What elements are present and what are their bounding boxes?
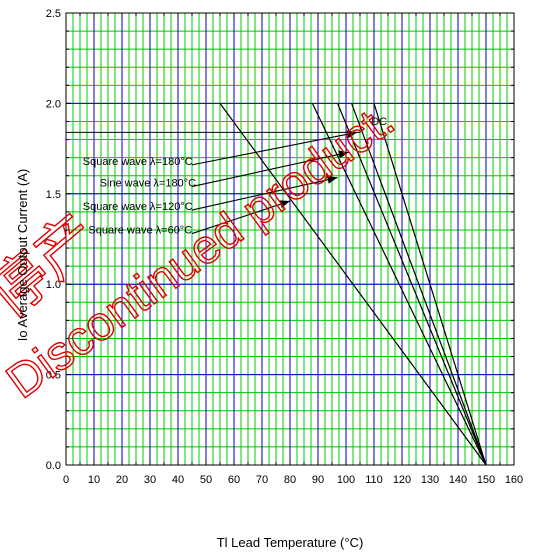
y-axis-title: Io Average Output Current (A) <box>15 169 30 341</box>
x-axis-title: Tl Lead Temperature (°C) <box>217 535 364 550</box>
series-line-2 <box>337 103 487 466</box>
arrow-line-1 <box>191 151 349 188</box>
arrow-head-3 <box>279 200 290 208</box>
y-tick-label: 1.5 <box>46 189 61 201</box>
arrow-line-0 <box>191 131 358 166</box>
annotation-label-0: DC <box>371 116 387 128</box>
arrow-line-2 <box>191 176 338 211</box>
annotation-label-2: Sine wave λ=180°C <box>100 178 196 190</box>
x-tick-label: 20 <box>116 474 128 486</box>
annotation-arrows <box>191 130 358 235</box>
x-tick-label: 100 <box>337 474 355 486</box>
y-tick-label: 0.0 <box>46 460 61 472</box>
x-tick-label: 90 <box>312 474 324 486</box>
series-line-1 <box>351 103 487 466</box>
series-line-4 <box>219 103 487 466</box>
axis-tick-labels: 0 10 20 30 40 50 60 70 80 90 100 110 120 130 140 150 160… <box>46 8 523 486</box>
x-tick-label: 160 <box>505 474 523 486</box>
series-lines <box>219 103 487 466</box>
arrow-head-1 <box>338 150 349 159</box>
x-tick-label: 80 <box>284 474 296 486</box>
axis-ticks <box>65 12 515 466</box>
watermark: 停产 Discontinued product. <box>0 92 405 409</box>
series-line-3 <box>311 103 487 466</box>
arrow-line-3 <box>191 200 291 235</box>
x-tick-label: 10 <box>88 474 100 486</box>
annotation-label-1: Square wave λ=180°C <box>83 156 193 168</box>
arrow-head-2 <box>326 175 338 184</box>
y-tick-label: 1.0 <box>46 279 61 291</box>
x-tick-label: 60 <box>228 474 240 486</box>
annotation-label-4: Square wave λ=60°C <box>88 225 192 237</box>
x-tick-label: 110 <box>365 474 383 486</box>
y-tick-label: 2.0 <box>46 98 61 110</box>
grid-major-lines <box>66 13 514 465</box>
x-tick-label: 50 <box>200 474 212 486</box>
x-tick-label: 30 <box>144 474 156 486</box>
x-tick-label: 40 <box>172 474 184 486</box>
x-tick-label: 0 <box>63 474 69 486</box>
y-tick-label: 0.5 <box>46 370 61 382</box>
x-tick-label: 130 <box>421 474 439 486</box>
x-tick-label: 150 <box>477 474 495 486</box>
y-tick-label: 2.5 <box>46 8 61 20</box>
series-line-0 <box>373 103 487 466</box>
annotation-label-3: Square wave λ=120°C <box>83 201 193 213</box>
x-tick-label: 120 <box>393 474 411 486</box>
x-tick-label: 140 <box>449 474 467 486</box>
annotation-labels: DC Square wave λ=180°C Sine wave λ=180°C Sq… <box>83 116 387 236</box>
x-tick-label: 70 <box>256 474 268 486</box>
arrow-head-0 <box>346 130 358 139</box>
